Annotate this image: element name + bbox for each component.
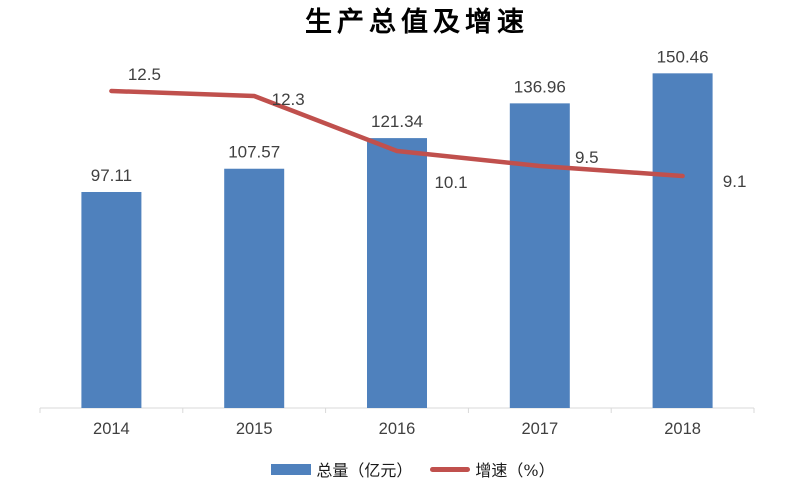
bar-data-label: 150.46 [657,47,709,66]
line-data-label: 9.1 [723,172,747,191]
bar-data-label: 121.34 [371,112,423,131]
growth-line [109,88,685,179]
bar-data-label: 107.57 [228,143,280,162]
line-data-label: 12.3 [272,90,305,109]
bar-data-label: 97.11 [91,166,132,185]
x-axis-label: 2017 [521,420,558,438]
line-series-swatch [430,466,471,472]
x-axis-label: 2018 [664,420,701,438]
chart-title: 生产总值及增速 [305,7,529,38]
line-data-label: 10.1 [434,173,467,192]
bar [224,168,285,408]
legend-item-total: 总量（亿元） [271,457,412,481]
x-axis-label: 2014 [93,420,130,438]
bar-series-swatch [271,463,312,475]
line-data-label: 12.5 [128,65,161,84]
bar-data-label: 136.96 [514,77,566,96]
legend: 总量（亿元） 增速（%） [12,457,802,481]
line-data-label: 9.5 [575,148,599,167]
legend-item-growth: 增速（%） [430,457,555,481]
legend-label-total: 总量（亿元） [316,461,413,480]
x-axis-label: 2016 [379,420,416,438]
bar [81,191,142,408]
legend-label-growth: 增速（%） [475,461,555,480]
bar [367,138,427,408]
bar [509,103,570,409]
x-axis-label: 2015 [236,420,273,438]
bar [652,73,713,409]
